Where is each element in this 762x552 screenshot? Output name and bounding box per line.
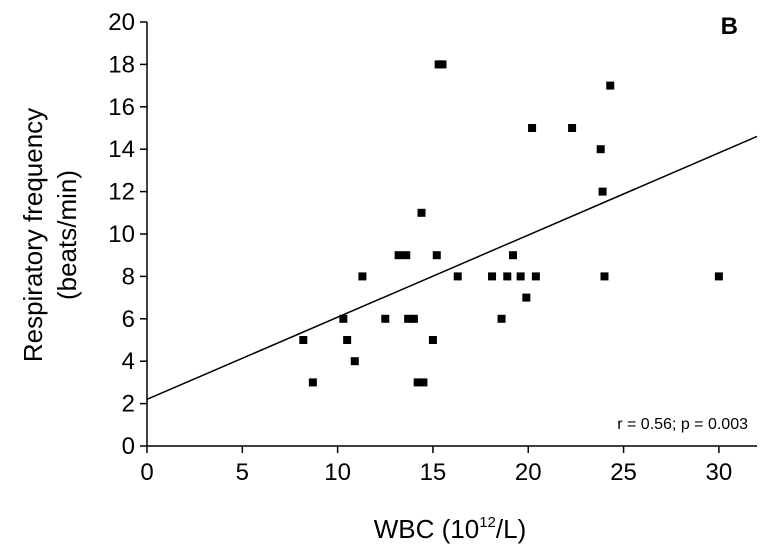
data-point — [596, 145, 605, 154]
data-point — [339, 314, 348, 323]
y-tick-label: 8 — [122, 263, 135, 290]
y-tick-label: 20 — [108, 9, 135, 36]
data-point — [606, 81, 615, 90]
x-axis-title-superscript: 12 — [479, 514, 496, 531]
data-point — [343, 336, 352, 344]
data-point — [453, 272, 462, 281]
data-point — [428, 336, 437, 344]
y-tick-label: 12 — [108, 179, 135, 206]
data-point — [598, 187, 607, 196]
data-point — [417, 208, 426, 217]
data-point — [522, 293, 531, 302]
data-point — [497, 314, 506, 323]
data-point — [516, 272, 525, 281]
x-tick-label: 20 — [515, 459, 542, 486]
y-tick-label: 6 — [122, 306, 135, 333]
data-point — [413, 378, 422, 387]
y-axis-title-line2: (beats/min) — [52, 170, 82, 300]
x-tick-label: 0 — [140, 459, 153, 486]
data-point — [358, 272, 367, 281]
y-tick-label: 2 — [122, 391, 135, 418]
data-point — [394, 251, 403, 260]
data-point — [402, 251, 411, 260]
data-point — [714, 272, 723, 281]
data-point — [503, 272, 512, 281]
y-axis-title-line1: Respiratory frequency — [18, 108, 48, 362]
correlation-annotation: r = 0.56; p = 0.003 — [617, 416, 748, 433]
y-tick-label: 4 — [122, 348, 135, 375]
x-axis-ticks: 0 5 10 15 20 25 30 — [140, 446, 732, 486]
data-point — [528, 124, 537, 132]
x-axis-title-main: WBC (10 — [374, 514, 479, 544]
data-point — [409, 314, 418, 323]
y-tick-label: 0 — [122, 433, 135, 460]
data-point — [419, 378, 428, 387]
x-axis-title-tail: /L) — [496, 514, 526, 544]
data-point — [381, 314, 390, 323]
data-point — [404, 314, 413, 323]
panel-letter: B — [721, 13, 738, 40]
data-point — [600, 272, 609, 281]
x-tick-label: 5 — [236, 459, 249, 486]
data-point — [531, 272, 540, 281]
y-tick-label: 14 — [108, 136, 135, 163]
x-axis-title: WBC (1012/L) — [374, 514, 527, 544]
data-point — [432, 251, 441, 260]
data-point — [438, 60, 447, 69]
regression-line — [146, 135, 758, 401]
data-points — [299, 60, 723, 387]
x-tick-label: 25 — [610, 459, 637, 486]
y-tick-label: 10 — [108, 221, 135, 248]
data-point — [350, 357, 359, 366]
data-point — [509, 251, 517, 260]
y-axis-ticks: 0 2 4 6 8 10 12 14 16 18 20 — [108, 9, 147, 460]
y-tick-label: 18 — [108, 51, 135, 78]
data-point — [568, 124, 577, 132]
x-tick-label: 15 — [420, 459, 447, 486]
y-tick-label: 16 — [108, 94, 135, 121]
data-point — [488, 272, 497, 281]
axes — [146, 22, 757, 447]
x-tick-label: 10 — [324, 459, 351, 486]
data-point — [308, 378, 317, 387]
x-tick-label: 30 — [706, 459, 733, 486]
data-point — [299, 336, 308, 344]
